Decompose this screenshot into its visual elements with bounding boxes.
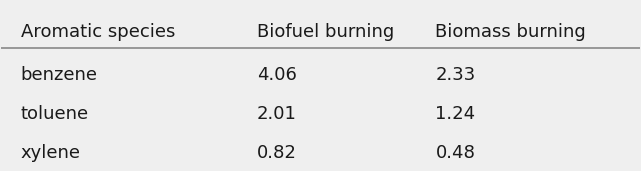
Text: 0.82: 0.82 xyxy=(256,144,297,162)
Text: xylene: xylene xyxy=(21,144,81,162)
Text: benzene: benzene xyxy=(21,66,97,84)
Text: 1.24: 1.24 xyxy=(435,105,476,123)
Text: 2.33: 2.33 xyxy=(435,66,476,84)
Text: Biofuel burning: Biofuel burning xyxy=(256,23,394,41)
Text: 2.01: 2.01 xyxy=(256,105,297,123)
Text: toluene: toluene xyxy=(21,105,88,123)
Text: Biomass burning: Biomass burning xyxy=(435,23,586,41)
Text: 0.48: 0.48 xyxy=(435,144,475,162)
Text: 4.06: 4.06 xyxy=(256,66,297,84)
Text: Aromatic species: Aromatic species xyxy=(21,23,175,41)
